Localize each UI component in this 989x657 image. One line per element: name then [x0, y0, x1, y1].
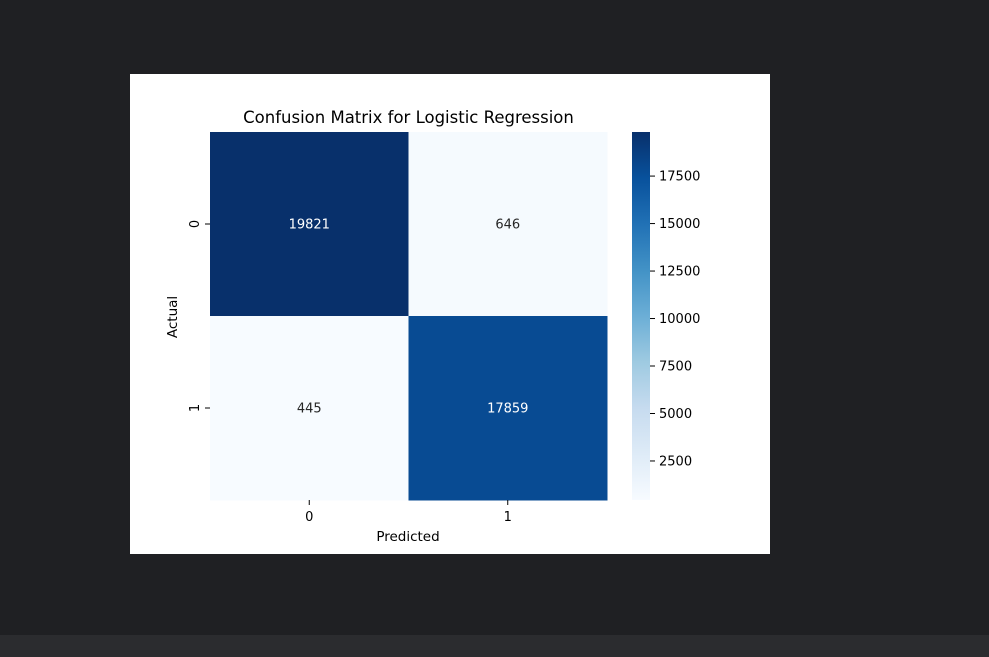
- x-axis-label: Predicted: [376, 529, 439, 545]
- heatmap-cell: [408, 132, 608, 317]
- confusion-matrix-heatmap: Confusion Matrix for Logistic Regression…: [165, 108, 700, 545]
- x-tick-label: 0: [305, 510, 313, 525]
- colorbar-tick-label: 2500: [659, 454, 692, 469]
- colorbar-tick-label: 10000: [659, 312, 700, 327]
- chart-title: Confusion Matrix for Logistic Regression: [243, 108, 574, 127]
- heatmap-cell: [210, 316, 409, 501]
- heatmap-cell: [210, 132, 409, 317]
- cell-value-label: 19821: [289, 218, 330, 233]
- chart-figure: Confusion Matrix for Logistic Regression…: [130, 74, 770, 554]
- y-tick-label: 1: [188, 404, 203, 412]
- y-tick-label: 0: [188, 220, 203, 228]
- colorbar: [632, 132, 650, 500]
- x-tick-label: 1: [504, 510, 512, 525]
- cell-value-label: 445: [297, 402, 322, 417]
- colorbar-tick-label: 12500: [659, 265, 700, 280]
- cell-value-label: 646: [495, 218, 520, 233]
- status-bar: [0, 635, 989, 657]
- colorbar-tick-label: 17500: [659, 170, 700, 185]
- output-cell: Confusion Matrix for Logistic Regression…: [130, 74, 770, 554]
- colorbar-tick-label: 15000: [659, 217, 700, 232]
- y-axis-label: Actual: [165, 296, 181, 338]
- heatmap-cell: [408, 316, 608, 501]
- colorbar-tick-label: 5000: [659, 407, 692, 422]
- cell-value-label: 17859: [487, 402, 528, 417]
- colorbar-tick-label: 7500: [659, 360, 692, 375]
